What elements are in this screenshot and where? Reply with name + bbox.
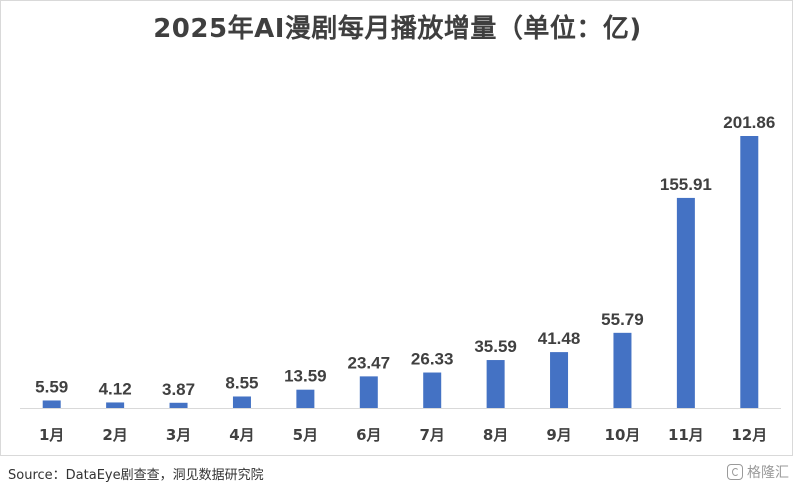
bar-3 (169, 402, 188, 408)
value-label-1: 5.59 (35, 377, 68, 396)
value-label-8: 35.59 (474, 337, 517, 356)
bar-4 (232, 396, 251, 408)
x-tick-labels: 1月 2月 3月 4月 5月 6月 7月 8月 9月 10月 11月 12月 (39, 426, 767, 444)
bars-group (42, 136, 759, 408)
value-label-4: 8.55 (225, 373, 258, 392)
bar-2 (106, 402, 125, 408)
bar-1 (42, 400, 61, 408)
value-label-10: 55.79 (601, 310, 644, 329)
x-tick-label-1: 1月 (39, 426, 64, 444)
x-tick-label-2: 2月 (102, 426, 127, 444)
value-label-2: 4.12 (99, 379, 132, 398)
x-tick-label-10: 10月 (605, 426, 641, 444)
source-note: Source：DataEye剧查查，洞见数据研究院 (8, 468, 264, 483)
gelonghui-logo-icon (727, 464, 743, 480)
bar-8 (486, 360, 505, 408)
x-tick-label-11: 11月 (668, 426, 704, 444)
watermark: 格隆汇 (727, 462, 789, 482)
chart-title: 2025年AI漫剧每月播放增量（单位：亿) (153, 14, 642, 44)
x-tick-label-8: 8月 (483, 426, 508, 444)
x-tick-label-4: 4月 (229, 426, 254, 444)
x-tick-label-9: 9月 (546, 426, 571, 444)
value-label-11: 155.91 (660, 175, 712, 194)
x-tick-label-3: 3月 (166, 426, 191, 444)
value-label-6: 23.47 (348, 353, 391, 372)
x-tick-label-12: 12月 (731, 426, 767, 444)
bar-9 (550, 352, 569, 408)
bar-5 (296, 389, 315, 408)
x-tick-label-7: 7月 (419, 426, 444, 444)
value-label-12: 201.86 (723, 113, 775, 132)
value-label-9: 41.48 (538, 329, 581, 348)
bar-6 (359, 376, 378, 408)
bar-12 (740, 136, 759, 408)
bar-7 (423, 372, 442, 408)
bar-11 (676, 197, 695, 408)
x-tick-label-5: 5月 (293, 426, 318, 444)
watermark-text: 格隆汇 (747, 465, 789, 481)
bar-10 (613, 332, 632, 408)
chart-frame (0, 0, 793, 456)
value-label-3: 3.87 (162, 380, 195, 399)
value-label-7: 26.33 (411, 350, 454, 369)
value-label-5: 13.59 (284, 367, 327, 386)
value-labels: 5.59 4.12 3.87 8.55 13.59 23.47 26.33 35.59 41.4… (35, 113, 775, 399)
x-tick-label-6: 6月 (356, 426, 381, 444)
